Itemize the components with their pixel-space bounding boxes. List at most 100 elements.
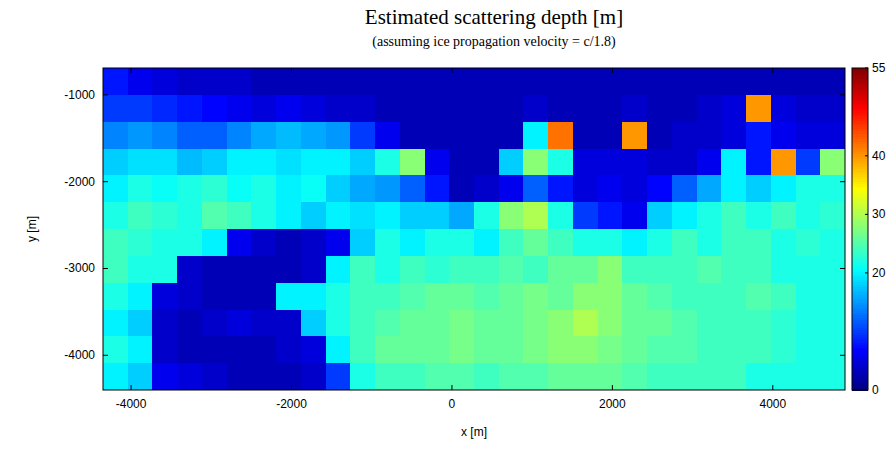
cell [746, 68, 771, 95]
cell [425, 202, 450, 229]
cell [622, 310, 647, 337]
cell [499, 68, 524, 95]
cell [251, 229, 276, 256]
cell [548, 363, 573, 390]
cell [425, 95, 450, 122]
cell [721, 149, 746, 176]
cell [128, 175, 153, 202]
cell [499, 149, 524, 176]
cell [499, 229, 524, 256]
cell [350, 175, 375, 202]
cell [771, 363, 796, 390]
cell [573, 95, 598, 122]
cell [746, 122, 771, 149]
cell [721, 202, 746, 229]
x-tick [772, 385, 773, 390]
cell [499, 202, 524, 229]
cell [251, 336, 276, 363]
cell [177, 229, 202, 256]
cell [301, 363, 326, 390]
cell [276, 256, 301, 283]
cell [251, 149, 276, 176]
cell [375, 363, 400, 390]
cell [350, 68, 375, 95]
cell [202, 149, 227, 176]
cell [598, 229, 623, 256]
cell [326, 202, 351, 229]
cell [746, 202, 771, 229]
cell [251, 68, 276, 95]
cell [771, 229, 796, 256]
cell [326, 122, 351, 149]
cell [128, 363, 153, 390]
cell [103, 310, 128, 337]
cell [523, 336, 548, 363]
cell [697, 149, 722, 176]
cell [202, 68, 227, 95]
cell [202, 256, 227, 283]
cell [425, 175, 450, 202]
cell [771, 68, 796, 95]
cell [548, 122, 573, 149]
cell [647, 363, 672, 390]
cell [152, 363, 177, 390]
cell [202, 229, 227, 256]
cell [796, 68, 821, 95]
cell [301, 95, 326, 122]
cell [796, 310, 821, 337]
cell [573, 310, 598, 337]
cell [721, 363, 746, 390]
cell [548, 336, 573, 363]
cell [647, 95, 672, 122]
cell [449, 202, 474, 229]
cell [227, 122, 252, 149]
cell [449, 363, 474, 390]
cell [523, 363, 548, 390]
cell [350, 336, 375, 363]
cell [350, 95, 375, 122]
cell [449, 283, 474, 310]
cell [474, 283, 499, 310]
cell [227, 175, 252, 202]
cell [499, 256, 524, 283]
cell [425, 336, 450, 363]
cell [499, 336, 524, 363]
cell [796, 95, 821, 122]
cell [697, 336, 722, 363]
cell [697, 310, 722, 337]
cell [202, 122, 227, 149]
cell [548, 310, 573, 337]
cell [647, 149, 672, 176]
cell [771, 336, 796, 363]
cell [350, 149, 375, 176]
cell [746, 363, 771, 390]
cell [350, 310, 375, 337]
cell [375, 229, 400, 256]
cell [177, 175, 202, 202]
cell [152, 122, 177, 149]
cell [152, 95, 177, 122]
cell [672, 363, 697, 390]
cell [103, 122, 128, 149]
cell [251, 122, 276, 149]
cell [771, 175, 796, 202]
cell [227, 229, 252, 256]
cell [573, 229, 598, 256]
cell [647, 229, 672, 256]
colorbar-tick [865, 155, 868, 156]
cell [598, 336, 623, 363]
cell [622, 95, 647, 122]
cell [697, 122, 722, 149]
cell [796, 229, 821, 256]
cell [251, 283, 276, 310]
cell [202, 310, 227, 337]
cell [103, 229, 128, 256]
cell [598, 202, 623, 229]
cell [598, 283, 623, 310]
cell [474, 202, 499, 229]
cell [350, 363, 375, 390]
heatmap-cells [103, 68, 845, 390]
cell [227, 283, 252, 310]
cell [523, 256, 548, 283]
cell [128, 202, 153, 229]
